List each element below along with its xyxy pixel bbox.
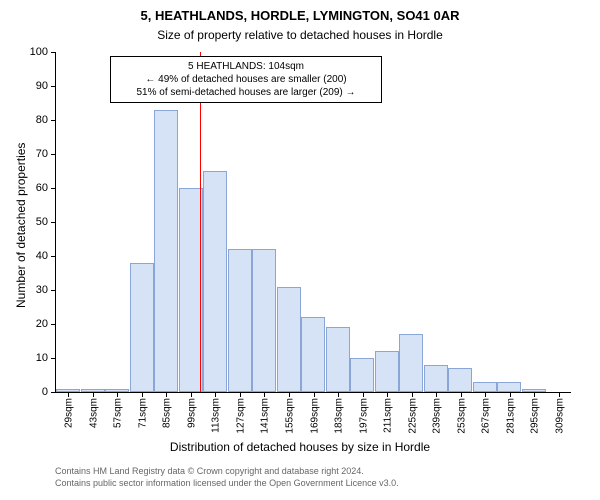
ytick-line [51, 222, 56, 223]
xtick-label: 127sqm [236, 398, 247, 434]
xtick-line [363, 392, 364, 397]
ytick-label: 90 [36, 80, 48, 92]
xtick-line [240, 392, 241, 397]
histogram-bar [277, 287, 301, 392]
histogram-bar [228, 249, 252, 392]
xtick-line [436, 392, 437, 397]
histogram-bar [424, 365, 448, 392]
histogram-bar [448, 368, 472, 392]
xtick-line [485, 392, 486, 397]
xtick-label: 239sqm [432, 398, 443, 434]
xtick-label: 225sqm [407, 398, 418, 434]
xtick-line [534, 392, 535, 397]
annotation-box: 5 HEATHLANDS: 104sqm ← 49% of detached h… [110, 56, 382, 103]
xtick-line [289, 392, 290, 397]
histogram-bar [473, 382, 497, 392]
chart-title: 5, HEATHLANDS, HORDLE, LYMINGTON, SO41 0… [0, 8, 600, 23]
histogram-bar [154, 110, 178, 392]
histogram-bar [326, 327, 350, 392]
chart-subtitle: Size of property relative to detached ho… [0, 28, 600, 42]
xtick-label: 309sqm [554, 398, 565, 434]
xtick-label: 85sqm [162, 398, 173, 428]
ytick-label: 50 [36, 216, 48, 228]
xtick-label: 281sqm [505, 398, 516, 434]
xtick-line [510, 392, 511, 397]
plot-area: 010203040506070809010029sqm43sqm57sqm71s… [55, 52, 571, 393]
ytick-line [51, 154, 56, 155]
xtick-label: 253sqm [456, 398, 467, 434]
y-axis-label: Number of detached properties [14, 143, 28, 308]
xtick-label: 141sqm [260, 398, 271, 434]
xtick-line [215, 392, 216, 397]
histogram-bar [350, 358, 374, 392]
ytick-line [51, 392, 56, 393]
xtick-line [191, 392, 192, 397]
xtick-line [461, 392, 462, 397]
xtick-label: 43sqm [88, 398, 99, 428]
ytick-line [51, 256, 56, 257]
xtick-label: 99sqm [186, 398, 197, 428]
annotation-line1: 5 HEATHLANDS: 104sqm [116, 60, 376, 73]
ytick-label: 40 [36, 250, 48, 262]
xtick-label: 169sqm [309, 398, 320, 434]
histogram-bar [252, 249, 276, 392]
footer-line1: Contains HM Land Registry data © Crown c… [55, 466, 399, 478]
xtick-label: 267sqm [481, 398, 492, 434]
ytick-label: 10 [36, 352, 48, 364]
histogram-bar [399, 334, 423, 392]
xtick-label: 71sqm [137, 398, 148, 428]
histogram-bar [203, 171, 227, 392]
ytick-label: 70 [36, 148, 48, 160]
xtick-label: 211sqm [383, 398, 394, 433]
ytick-line [51, 120, 56, 121]
ytick-label: 20 [36, 318, 48, 330]
histogram-bar [375, 351, 399, 392]
xtick-line [412, 392, 413, 397]
ytick-label: 30 [36, 284, 48, 296]
ytick-line [51, 188, 56, 189]
xtick-label: 295sqm [530, 398, 541, 434]
x-axis-label: Distribution of detached houses by size … [0, 440, 600, 454]
xtick-label: 155sqm [285, 398, 296, 434]
xtick-line [559, 392, 560, 397]
xtick-line [117, 392, 118, 397]
xtick-label: 183sqm [334, 398, 345, 434]
xtick-line [93, 392, 94, 397]
histogram-bar [301, 317, 325, 392]
xtick-line [142, 392, 143, 397]
marker-line [200, 52, 201, 392]
xtick-line [166, 392, 167, 397]
xtick-line [387, 392, 388, 397]
xtick-line [314, 392, 315, 397]
ytick-line [51, 52, 56, 53]
xtick-label: 29sqm [64, 398, 75, 428]
xtick-line [68, 392, 69, 397]
footer-line2: Contains public sector information licen… [55, 478, 399, 490]
xtick-label: 57sqm [113, 398, 124, 428]
xtick-label: 197sqm [358, 398, 369, 434]
ytick-line [51, 290, 56, 291]
ytick-line [51, 324, 56, 325]
ytick-line [51, 358, 56, 359]
annotation-line3: 51% of semi-detached houses are larger (… [116, 86, 376, 99]
xtick-line [338, 392, 339, 397]
xtick-label: 113sqm [211, 398, 222, 433]
annotation-line2: ← 49% of detached houses are smaller (20… [116, 73, 376, 86]
ytick-label: 100 [30, 46, 48, 58]
ytick-line [51, 86, 56, 87]
histogram-bar [497, 382, 521, 392]
ytick-label: 0 [42, 386, 48, 398]
ytick-label: 80 [36, 114, 48, 126]
xtick-line [264, 392, 265, 397]
ytick-label: 60 [36, 182, 48, 194]
footer-text: Contains HM Land Registry data © Crown c… [55, 466, 399, 489]
histogram-bar [130, 263, 154, 392]
